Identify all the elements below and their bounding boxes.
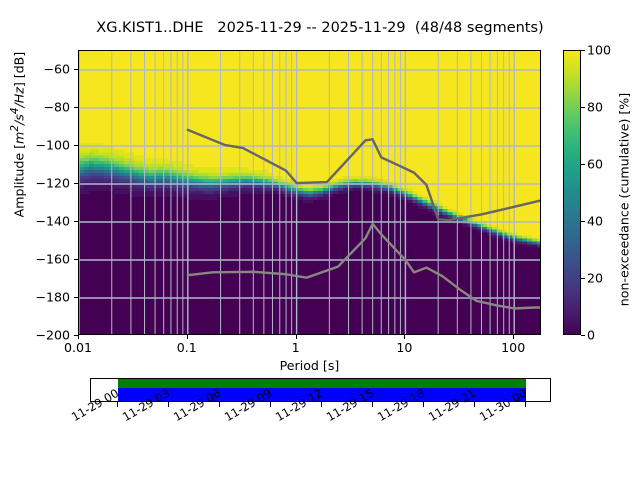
- x-tick-label: 10: [396, 340, 413, 355]
- ppsd-plot-area: [78, 50, 541, 335]
- ppsd-histogram: [79, 51, 540, 334]
- noise-model-nlnm: [186, 222, 540, 310]
- colorbar-tick-mark: [581, 50, 585, 52]
- colorbar-tick-mark: [581, 164, 585, 166]
- plot-overlay: [79, 51, 540, 334]
- y-axis-label-text: Amplitude [m2/s4/Hz] [dB]: [9, 51, 27, 218]
- colorbar-tick-label: 0: [587, 327, 596, 343]
- noise-model-nhnm: [186, 128, 540, 222]
- x-tick-mark: [78, 335, 80, 339]
- colorbar-tick-label: 20: [587, 270, 604, 286]
- y-tick-label: −80: [43, 99, 70, 115]
- y-tick-mark: [74, 297, 78, 299]
- timeline-tick-mark: [423, 402, 425, 407]
- y-axis-label: Amplitude [m2/s4/Hz] [dB]: [9, 0, 26, 285]
- y-tick-label: −60: [43, 61, 70, 77]
- colorbar-tick-label: 60: [587, 156, 604, 172]
- colorbar-tick-mark: [581, 278, 585, 280]
- y-tick-mark: [74, 145, 78, 147]
- timeline-tick-mark: [218, 402, 220, 407]
- x-tick-mark: [295, 335, 297, 339]
- colorbar-tick-mark: [581, 335, 585, 337]
- colorbar-tick-label: 40: [587, 213, 604, 229]
- x-tick-label: 1: [291, 340, 300, 355]
- x-tick-mark: [186, 335, 188, 339]
- page-title: XG.KIST1..DHE 2025-11-29 -- 2025-11-29 (…: [96, 20, 544, 36]
- x-tick-label: 0.1: [176, 340, 197, 355]
- colorbar-tick-label: 100: [587, 42, 612, 58]
- y-tick-label: −100: [35, 137, 70, 153]
- colorbar-gradient: [564, 51, 580, 334]
- timeline-tick-mark: [167, 402, 169, 407]
- y-tick-mark: [74, 69, 78, 71]
- x-tick-label: 0.01: [63, 340, 93, 355]
- x-tick-mark: [404, 335, 406, 339]
- colorbar: [563, 50, 581, 335]
- timeline-tick-mark: [320, 402, 322, 407]
- x-tick-mark: [513, 335, 515, 339]
- y-tick-label: −120: [35, 175, 70, 191]
- y-tick-mark: [74, 335, 78, 337]
- timeline-tick-mark: [474, 402, 476, 407]
- y-tick-label: −200: [35, 327, 70, 343]
- data-coverage-green: [117, 379, 527, 389]
- timeline-tick-mark: [269, 402, 271, 407]
- timeline-tick-mark: [525, 402, 527, 407]
- y-tick-label: −140: [35, 213, 70, 229]
- colorbar-tick-mark: [581, 221, 585, 223]
- data-coverage-blue: [117, 388, 527, 401]
- colorbar-tick-mark: [581, 107, 585, 109]
- x-axis-label: Period [s]: [279, 358, 340, 373]
- y-tick-mark: [74, 221, 78, 223]
- data-coverage-timeline: [90, 378, 551, 402]
- colorbar-label: non-exceedance (cumulative) [%]: [616, 92, 632, 307]
- y-tick-mark: [74, 107, 78, 109]
- y-tick-label: −180: [35, 289, 70, 305]
- timeline-tick-mark: [116, 402, 118, 407]
- y-tick-mark: [74, 259, 78, 261]
- x-tick-label: 100: [501, 340, 526, 355]
- timeline-tick-mark: [371, 402, 373, 407]
- y-tick-mark: [74, 183, 78, 185]
- y-tick-label: −160: [35, 251, 70, 267]
- colorbar-tick-label: 80: [587, 99, 604, 115]
